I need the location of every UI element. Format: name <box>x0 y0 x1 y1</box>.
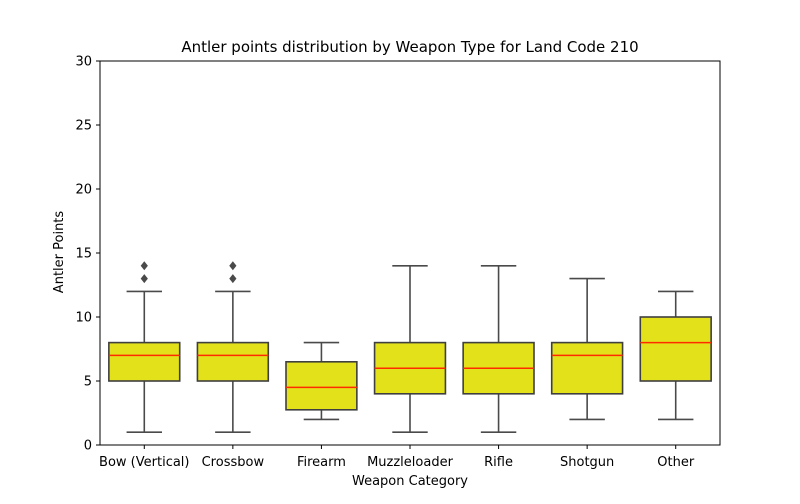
x-tick-label: Crossbow <box>202 455 265 470</box>
y-tick-label: 10 <box>75 311 92 326</box>
box-group <box>285 341 358 421</box>
y-tick-label: 15 <box>75 247 92 262</box>
x-tick-label: Other <box>657 455 695 470</box>
outlier-point <box>229 274 237 284</box>
x-tick-label: Muzzleloader <box>367 455 453 470</box>
y-tick-label: 0 <box>84 439 92 454</box>
y-tick-label: 5 <box>84 375 92 390</box>
box-group <box>639 290 712 421</box>
box-group <box>462 264 535 434</box>
y-tick-label: 25 <box>75 119 92 134</box>
box-group <box>550 277 624 421</box>
x-tick-label: Rifle <box>484 455 513 470</box>
box-group <box>108 261 181 434</box>
x-axis-label: Weapon Category <box>352 474 468 489</box>
outlier-point <box>140 274 148 284</box>
y-tick-label: 20 <box>75 183 92 198</box>
outlier-point <box>229 261 237 271</box>
plot-area: 0 5 10 15 20 25 30 Bow (Vertical) Crossbow Firear… <box>75 55 721 470</box>
iqr-box <box>285 360 358 411</box>
axes-frame <box>99 60 721 446</box>
iqr-box <box>108 341 181 382</box>
x-tick-label: Shotgun <box>560 455 614 470</box>
iqr-box <box>550 341 624 395</box>
box-group <box>373 264 447 434</box>
y-axis-label: Antler Points <box>52 211 67 294</box>
y-tick-label: 30 <box>75 55 92 70</box>
chart-title: Antler points distribution by Weapon Typ… <box>181 38 638 56</box>
iqr-box <box>639 316 712 382</box>
x-tick-label: Bow (Vertical) <box>99 455 189 470</box>
box-group <box>196 261 270 434</box>
outlier-point <box>140 261 148 271</box>
x-tick-label: Firearm <box>297 455 346 470</box>
iqr-box <box>196 341 270 382</box>
